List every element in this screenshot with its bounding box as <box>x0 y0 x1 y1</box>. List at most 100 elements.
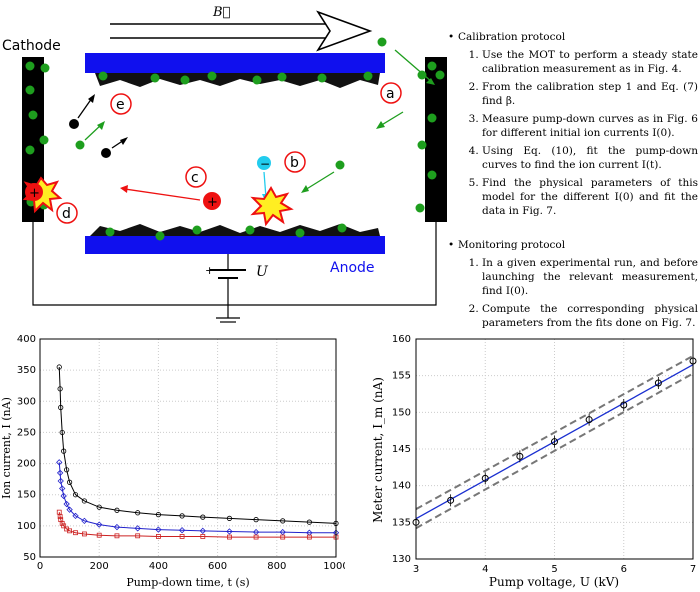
data-point <box>155 512 161 518</box>
plot-frame <box>415 338 694 560</box>
data-point <box>620 401 628 409</box>
data-point <box>253 517 259 523</box>
data-point <box>56 469 64 477</box>
series-line <box>58 367 337 524</box>
x-tick-label: 400 <box>149 561 168 572</box>
y-tick-label: 155 <box>392 371 411 382</box>
y-axis-label: Meter current, I_m (nA) <box>371 377 385 523</box>
motion-arrows <box>77 49 435 203</box>
data-point <box>227 534 232 540</box>
data-point <box>66 506 73 513</box>
data-point <box>178 527 186 534</box>
circuit-wires <box>32 222 437 323</box>
meter-current-chart: 3 4 5 6 7 130 135 140 145 150 155 160 Pump voltage,… <box>371 334 697 589</box>
x-tick-label: 5 <box>551 564 557 575</box>
x-tick-label: 0 <box>37 561 43 572</box>
y-tick-label: 160 <box>392 334 411 345</box>
marker-b: b <box>290 155 299 171</box>
data-point <box>113 523 121 531</box>
data-point <box>179 534 185 539</box>
data-point <box>67 528 72 534</box>
y-tick-label: 300 <box>17 396 36 407</box>
y-tick-label: 140 <box>392 481 411 492</box>
data-point <box>82 531 87 537</box>
data-point <box>199 527 206 535</box>
data-point <box>280 518 286 524</box>
sputter-deposit-bottom <box>90 224 380 236</box>
calibration-step: Measure pump-down curves as in Fig. 6 fo… <box>482 112 698 140</box>
data-point <box>114 533 120 539</box>
data-point <box>81 517 88 525</box>
data-point <box>96 504 102 510</box>
x-tick-label: 4 <box>482 564 488 575</box>
data-point <box>306 519 312 525</box>
data-point <box>59 520 65 526</box>
marker-d: d <box>62 206 71 222</box>
anode-bottom <box>85 236 385 254</box>
x-tick-label: 3 <box>413 564 419 575</box>
bullet-icon: • <box>448 31 455 43</box>
data-point <box>81 498 88 504</box>
x-tick-label: 200 <box>90 561 109 572</box>
data-point <box>226 515 233 521</box>
data-point <box>481 474 489 482</box>
voltage-label: U <box>256 264 269 280</box>
plot-frame <box>39 338 337 558</box>
field-label: B⃗ <box>212 5 231 20</box>
marker-e: e <box>116 97 125 113</box>
data-point <box>585 416 593 424</box>
x-tick-label: 6 <box>621 564 627 575</box>
monitoring-title: Monitoring protocol <box>458 239 566 251</box>
voltage-plus: + <box>205 264 214 277</box>
impact-ion-sign: + <box>29 186 40 201</box>
data-point <box>135 510 141 516</box>
sputter-deposit-top <box>95 73 380 88</box>
collision-burst <box>250 186 294 227</box>
y-tick-label: 350 <box>17 365 36 376</box>
data-point <box>58 404 64 411</box>
y-tick-label: 150 <box>17 490 36 501</box>
y-tick-label: 130 <box>392 554 411 565</box>
data-point <box>280 534 286 540</box>
calibration-step: Find the physical parameters of this mod… <box>482 176 698 218</box>
positive-ion <box>203 192 221 210</box>
bullet-icon: • <box>448 239 455 251</box>
data-point <box>135 533 141 539</box>
marker-a: a <box>386 86 395 102</box>
data-point <box>57 514 63 519</box>
y-tick-label: 135 <box>392 517 411 528</box>
positive-ion-sign: + <box>207 195 218 210</box>
electron-particles <box>69 119 111 158</box>
data-point <box>114 507 120 513</box>
data-point <box>179 513 185 519</box>
data-point <box>72 512 79 520</box>
data-point <box>61 448 67 454</box>
monitoring-step: Compute the corresponding physical param… <box>482 302 698 330</box>
lower-confidence-band <box>415 372 694 530</box>
data-point <box>59 429 65 436</box>
x-tick-label: 7 <box>690 564 696 575</box>
y-axis-label: Ion current, I (nA) <box>0 397 13 499</box>
data-point <box>56 364 62 370</box>
data-point <box>59 485 66 492</box>
data-point <box>64 467 70 473</box>
negative-ion-sign: − <box>260 157 270 171</box>
calibration-title: Calibration protocol <box>458 31 566 43</box>
data-point <box>61 523 67 529</box>
calibration-protocol: •Calibration protocol Use the MOT to per… <box>448 30 698 222</box>
monitoring-step: In a given experimental run, and before … <box>482 256 698 298</box>
data-point <box>551 438 558 446</box>
cathode-label: Cathode <box>2 38 61 54</box>
monitoring-protocol: •Monitoring protocol In a given experime… <box>448 238 698 334</box>
anode-top <box>85 53 385 73</box>
upper-confidence-band <box>415 354 694 511</box>
x-axis-label: Pump-down time, t (s) <box>126 576 249 589</box>
impact-ion <box>25 183 43 201</box>
y-tick-label: 145 <box>392 444 411 455</box>
y-tick-label: 250 <box>17 427 36 438</box>
data-point <box>516 452 524 460</box>
data-point <box>200 534 206 539</box>
data-point <box>447 496 455 504</box>
data-point <box>96 532 102 538</box>
data-point <box>306 534 312 540</box>
